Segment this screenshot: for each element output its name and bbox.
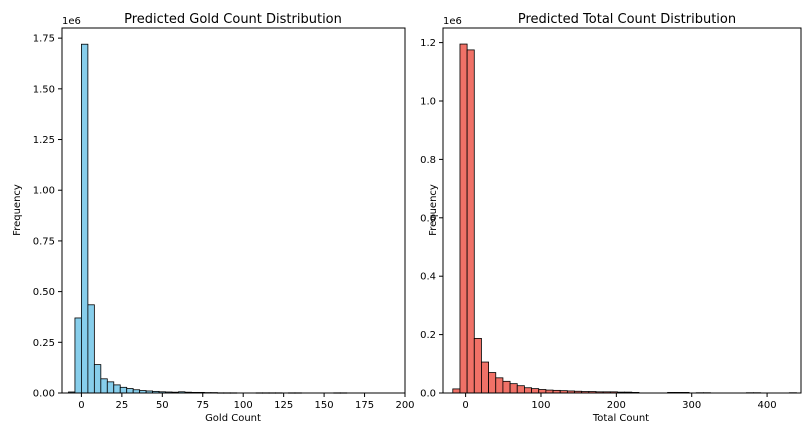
gold-x-tick-label: 125 <box>274 400 293 411</box>
total-x-tick-label: 0 <box>462 400 468 411</box>
gold-histogram-bar <box>81 44 87 393</box>
gold-y-offset-text: 1e6 <box>62 16 81 27</box>
gold-x-tick-label: 50 <box>156 400 169 411</box>
total-y-tick-label: 0.0 <box>420 389 436 400</box>
gold-x-tick-label: 25 <box>115 400 128 411</box>
gold-y-tick-label: 0.25 <box>33 338 55 349</box>
total-x-axis-label: Total Count <box>592 413 649 423</box>
gold-histogram-bar <box>75 318 81 393</box>
total-plot-frame <box>443 28 801 393</box>
gold-histogram-bar <box>114 385 120 393</box>
total-histogram-bar <box>510 384 517 393</box>
gold-y-axis-label: Frequency <box>12 184 23 236</box>
gold-histogram-bar <box>120 387 126 393</box>
gold-x-tick-label: 75 <box>196 400 209 411</box>
gold-x-tick-label: 150 <box>315 400 334 411</box>
total-count-chart: Predicted Total Count Distribution 1e6 0… <box>420 12 801 423</box>
gold-histogram-bar <box>127 389 133 393</box>
total-bars <box>453 44 797 393</box>
total-histogram-bar <box>524 388 531 393</box>
gold-x-tick-label: 175 <box>355 400 374 411</box>
gold-bars <box>68 44 346 393</box>
total-x-tick-label: 100 <box>531 400 550 411</box>
gold-y-tick-label: 1.50 <box>33 84 55 95</box>
total-histogram-bar <box>539 390 546 394</box>
gold-y-tick-label: 0.50 <box>33 287 55 298</box>
gold-chart-title: Predicted Gold Count Distribution <box>124 12 342 27</box>
gold-plot-frame <box>62 28 405 393</box>
total-histogram-bar <box>460 44 467 393</box>
gold-x-axis-label: Gold Count <box>205 413 261 423</box>
total-chart-title: Predicted Total Count Distribution <box>518 12 736 27</box>
gold-y-tick-label: 1.75 <box>33 34 55 45</box>
total-y-tick-label: 0.2 <box>420 330 436 341</box>
gold-y-ticks: 0.00 0.25 0.50 0.75 1.00 1.25 1.50 1.75 <box>33 34 62 400</box>
gold-histogram-bar <box>101 379 107 393</box>
gold-x-ticks: 0 25 50 75 100 125 150 175 200 <box>78 393 414 411</box>
total-histogram-bar <box>453 389 460 393</box>
total-histogram-bar <box>489 373 496 393</box>
gold-x-tick-label: 100 <box>234 400 253 411</box>
total-histogram-bar <box>503 381 510 393</box>
total-x-tick-label: 300 <box>682 400 701 411</box>
total-histogram-bar <box>481 362 488 393</box>
gold-count-chart: Predicted Gold Count Distribution 1e6 0 2… <box>12 12 415 423</box>
gold-y-tick-label: 0.75 <box>33 236 55 247</box>
total-histogram-bar <box>474 338 481 393</box>
gold-x-tick-label: 200 <box>395 400 414 411</box>
gold-y-tick-label: 1.00 <box>33 186 55 197</box>
total-x-tick-label: 200 <box>607 400 626 411</box>
total-histogram-bar <box>517 386 524 393</box>
gold-x-tick-label: 0 <box>78 400 84 411</box>
total-y-tick-label: 1.2 <box>420 38 436 49</box>
gold-histogram-bar <box>88 305 94 393</box>
total-y-offset-text: 1e6 <box>443 16 462 27</box>
gold-histogram-bar <box>94 365 100 393</box>
total-x-ticks: 0 100 200 300 400 <box>462 393 776 411</box>
total-y-axis-label: Frequency <box>428 184 439 236</box>
total-histogram-bar <box>496 378 503 393</box>
total-x-tick-label: 400 <box>758 400 777 411</box>
total-y-tick-label: 0.8 <box>420 155 436 166</box>
total-histogram-bar <box>467 50 474 393</box>
total-histogram-bar <box>532 389 539 393</box>
total-y-tick-label: 1.0 <box>420 97 436 108</box>
total-y-tick-label: 0.4 <box>420 272 436 283</box>
gold-histogram-bar <box>107 382 113 393</box>
gold-y-tick-label: 1.25 <box>33 135 55 146</box>
gold-y-tick-label: 0.00 <box>33 389 55 400</box>
